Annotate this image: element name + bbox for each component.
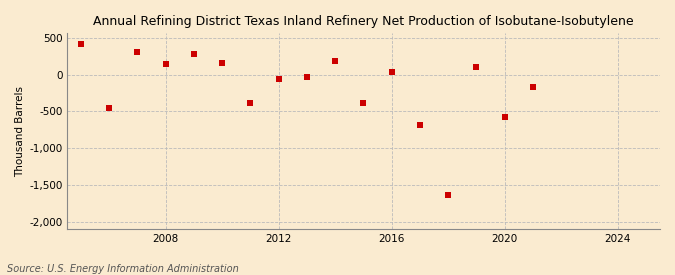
Point [188, 52, 199, 56]
Point [217, 60, 227, 65]
Point [527, 85, 538, 90]
Point [273, 77, 284, 82]
Point [386, 70, 397, 75]
Point [104, 106, 115, 111]
Point [471, 65, 482, 69]
Title: Annual Refining District Texas Inland Refinery Net Production of Isobutane-Isobu: Annual Refining District Texas Inland Re… [93, 15, 634, 28]
Text: Source: U.S. Energy Information Administration: Source: U.S. Energy Information Administ… [7, 264, 238, 274]
Point [245, 100, 256, 105]
Y-axis label: Thousand Barrels: Thousand Barrels [15, 86, 25, 177]
Point [414, 122, 425, 127]
Point [132, 50, 142, 54]
Point [329, 59, 340, 63]
Point [358, 101, 369, 106]
Point [76, 42, 86, 46]
Point [443, 193, 454, 198]
Point [160, 61, 171, 66]
Point [500, 115, 510, 120]
Point [302, 75, 313, 79]
